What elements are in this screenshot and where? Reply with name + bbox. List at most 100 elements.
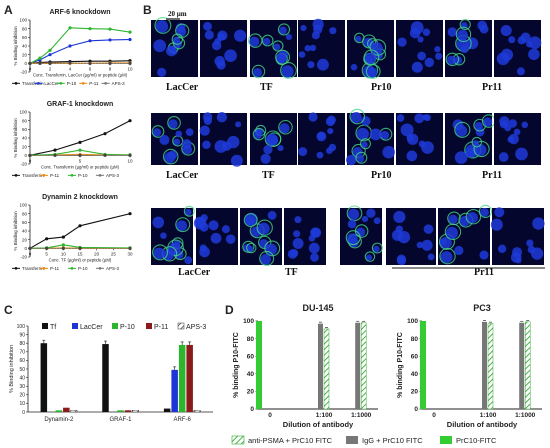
membrane-stain [183, 205, 195, 217]
a1-y-tick-label: 20 [22, 52, 28, 57]
a1-x-tick-label: 10 [127, 66, 133, 71]
b-row2-label-tf: TF [262, 170, 275, 181]
a2-legend-marker-p-11 [42, 174, 46, 177]
a3-x-tick-label: 15 [77, 251, 83, 256]
b-row1-label-pr11: Pr11 [482, 82, 502, 93]
c-bar-dynamin-2-p-10 [55, 410, 63, 412]
c-x-tick-label-arf-6: ARF-6 [173, 417, 191, 423]
c-bar-arf-6-p-11 [186, 344, 193, 412]
nucleus-shape [310, 252, 319, 262]
nucleus-shape [181, 139, 192, 149]
a1-point-aps-3 [28, 61, 32, 65]
nucleus-shape [515, 147, 528, 161]
a3-y-tick-label: 40 [22, 229, 28, 234]
legend-d-igg: IgG + PrC10 FITC [362, 436, 423, 445]
c-bar-dynamin-2-aps-3 [70, 410, 78, 413]
c-y-tick-label: 60 [19, 358, 25, 364]
nucleus-shape [293, 230, 301, 238]
c-y-tick-label: 50 [19, 367, 25, 373]
d1-y-tick-label: 40 [247, 371, 255, 378]
a1-legend-marker-aps-3 [104, 82, 107, 85]
a1-x-tick-label: 2 [49, 66, 52, 71]
c-y-tick-label: 40 [19, 375, 25, 381]
a1-point-p-10 [128, 30, 132, 34]
a3-ylabel: % Binding inhibition [13, 211, 18, 251]
nucleus-shape [424, 114, 431, 122]
nucleus-shape [483, 117, 493, 127]
a3-x-tick-label: 25 [111, 251, 117, 256]
d1-title: DU-145 [302, 303, 333, 313]
nucleus-shape [447, 27, 458, 37]
nucleus-shape [498, 152, 509, 162]
nucleus-shape [448, 214, 458, 224]
membrane-stain [349, 108, 365, 125]
a1-point-aps-3 [38, 61, 42, 65]
membrane-stain [171, 33, 184, 45]
nucleus-shape [465, 147, 476, 158]
a3-point-p-10 [61, 243, 65, 247]
c-y-tick-label: 0 [22, 410, 25, 416]
a2-point-transferrin [128, 119, 132, 123]
nucleus-shape [244, 216, 255, 226]
a2-legend-p-11: P-11 [50, 173, 60, 178]
nucleus-shape [382, 145, 395, 159]
nucleus-shape [257, 222, 270, 235]
membrane-stain [371, 242, 383, 254]
d2-x-tick-label-2: 1:1000 [515, 412, 536, 419]
nucleus-shape [152, 128, 162, 137]
nucleus-shape [373, 217, 381, 225]
a1-point-p-10 [68, 26, 72, 30]
nucleus-shape [397, 37, 407, 47]
membrane-stain [151, 125, 165, 138]
a1-ylabel: % Binding inhibition [13, 26, 18, 66]
nucleus-shape [172, 36, 180, 44]
d1-x-tick-label-0: 0 [268, 412, 272, 419]
membrane-stain [256, 219, 273, 236]
a2-y-tick-label: 20 [22, 144, 28, 149]
nucleus-shape [347, 208, 360, 220]
nucleus-shape [361, 116, 371, 126]
d2-bar-2-igg-prc10-fitc [519, 322, 525, 409]
a1-legend-marker-laccer [37, 82, 40, 85]
nucleus-shape [532, 217, 545, 230]
c-bar-arf-6-tf [163, 408, 171, 412]
a1-point-laccer [88, 39, 92, 43]
nucleus-shape [217, 33, 225, 41]
nucleus-shape [329, 27, 337, 35]
nucleus-shape [422, 28, 431, 36]
membrane-stain [246, 242, 257, 254]
nucleus-shape [356, 127, 369, 141]
nucleus-shape [252, 67, 263, 78]
nucleus-shape [153, 247, 165, 260]
nucleus-shape [308, 242, 320, 254]
a1-point-laccer [108, 38, 112, 42]
a1-y-tick-label: 80 [22, 26, 28, 31]
nucleus-shape [528, 48, 540, 61]
nucleus-shape [234, 29, 247, 42]
a3-legend-p-11: P-11 [50, 266, 60, 271]
a3-y-tick-label: 0 [24, 246, 27, 251]
c-bar-dynamin-2-tf [40, 343, 48, 412]
nucleus-shape [372, 245, 380, 253]
a1-y-tick-label: 0 [24, 61, 27, 66]
b-row1-label-pr10: Pr10 [371, 82, 392, 93]
d1-bar-1-anti-psma-prc10-fitc [323, 328, 330, 410]
nucleus-shape [159, 134, 170, 145]
nucleus-shape [393, 210, 406, 224]
a1-y-tick-label: 40 [22, 44, 28, 49]
nucleus-shape [508, 36, 516, 44]
a1-point-laccer [48, 53, 52, 57]
a3-point-transferrin [128, 212, 132, 216]
nucleus-shape [439, 238, 447, 246]
a1-xlabel: Conc. Transferrin, LacCer (µg/ml) or pep… [33, 72, 128, 77]
d2-bar-1-igg-prc10-fitc [482, 321, 487, 409]
a1-point-aps-3 [108, 61, 112, 65]
panel-letter-a: A [4, 3, 13, 17]
a2-ylabel: % Binding inhibition [13, 118, 18, 158]
c-legend-swatch-aps-3 [177, 322, 185, 330]
a1-point-p-10 [88, 27, 92, 31]
c-legend-tf: Tf [50, 324, 56, 331]
nucleus-shape [298, 147, 308, 157]
a3-legend-marker-p-10 [70, 267, 74, 270]
nucleus-shape [456, 29, 469, 41]
